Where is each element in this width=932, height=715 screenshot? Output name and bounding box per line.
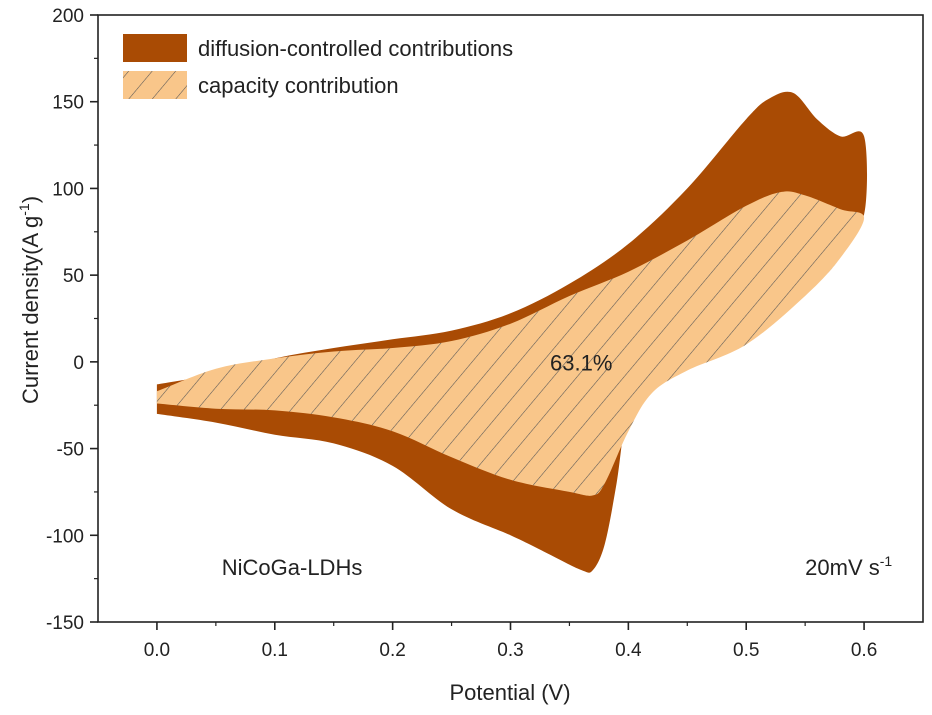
y-axis-title-main: Current density(A g	[18, 216, 43, 404]
x-tick-label: 0.2	[379, 640, 405, 661]
x-tick-label: 0.1	[262, 640, 288, 661]
plot-area	[156, 91, 868, 573]
legend-label-diffusion: diffusion-controlled contributions	[198, 36, 513, 61]
y-axis-title-close: )	[18, 196, 43, 203]
y-axis-title: Current density(A g-1)	[16, 196, 43, 404]
legend: diffusion-controlled contributions capac…	[123, 34, 513, 99]
legend-swatch-diffusion	[123, 34, 187, 62]
sample-annotation: NiCoGa-LDHs	[222, 555, 363, 580]
y-tick-label: 100	[52, 179, 84, 200]
area-capacity-hatch	[156, 191, 865, 496]
axis-ticks: 0.0 0.1 0.2 0.3 0.4 0.5 0.6 -150 -100 -50 0 50 100 15…	[46, 6, 877, 661]
y-tick-label: 200	[52, 6, 84, 27]
x-tick-label: 0.3	[497, 640, 523, 661]
y-axis-title-sup: -1	[16, 203, 32, 216]
y-tick-label: -100	[46, 526, 84, 547]
scan-rate-sup: -1	[880, 553, 893, 569]
x-tick-label: 0.4	[615, 640, 642, 661]
y-tick-label: -50	[57, 440, 84, 461]
y-tick-label: 50	[63, 266, 84, 287]
y-tick-label: 150	[52, 93, 84, 114]
scan-rate-annotation: 20mV s-1	[805, 553, 892, 580]
x-axis-title: Potential (V)	[449, 680, 570, 705]
x-tick-label: 0.0	[144, 640, 170, 661]
scan-rate-main: 20mV s	[805, 555, 880, 580]
y-tick-label: 0	[73, 353, 84, 374]
legend-swatch-capacity-hatch	[123, 71, 187, 99]
y-tick-label: -150	[46, 613, 84, 634]
percentage-annotation: 63.1%	[550, 351, 612, 376]
legend-label-capacity: capacity contribution	[198, 73, 399, 98]
x-tick-label: 0.6	[851, 640, 877, 661]
x-tick-label: 0.5	[733, 640, 759, 661]
